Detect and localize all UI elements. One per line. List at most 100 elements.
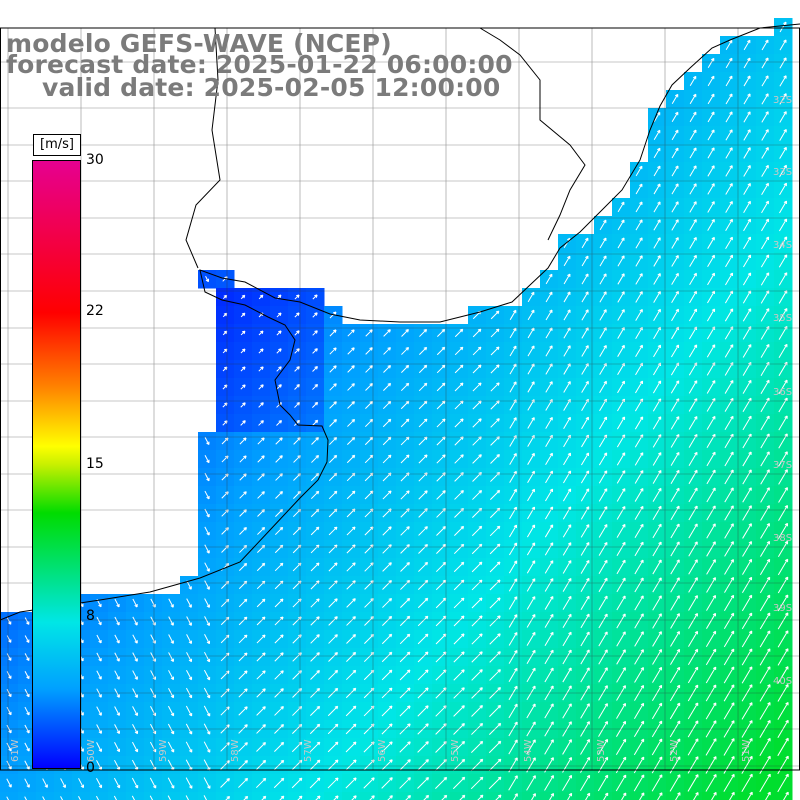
wind-arrow <box>436 346 446 356</box>
wind-arrow <box>743 182 751 195</box>
wind-arrow <box>526 667 536 683</box>
wind-arrow <box>471 597 483 609</box>
wind-arrow <box>670 416 680 430</box>
wind-arrow <box>724 433 734 449</box>
wind-arrow <box>312 383 319 390</box>
wind-cell <box>90 792 109 800</box>
wind-arrow <box>544 775 554 791</box>
wind-arrow <box>509 452 517 465</box>
wind-arrow <box>562 703 572 719</box>
wind-arrow <box>581 416 589 430</box>
wind-arrow <box>477 794 484 800</box>
wind-arrow <box>580 559 590 574</box>
wind-arrow <box>653 255 661 267</box>
wind-arrow <box>634 649 644 665</box>
wind-arrow <box>652 416 662 430</box>
wind-arrow <box>78 778 85 789</box>
wind-arrow <box>527 309 535 321</box>
wind-arrow <box>240 384 246 390</box>
wind-cell <box>756 792 775 800</box>
wind-arrow <box>225 795 231 800</box>
wind-arrow <box>363 741 375 753</box>
wind-arrow <box>759 755 771 775</box>
wind-arrow <box>616 667 626 683</box>
wind-arrow <box>778 254 788 268</box>
wind-arrow <box>60 796 64 800</box>
wind-arrow <box>185 795 190 800</box>
wind-arrow <box>616 702 627 719</box>
wind-arrow <box>489 633 501 645</box>
wind-arrow <box>471 561 483 573</box>
lat-label: 35S <box>773 313 793 324</box>
wind-arrow <box>653 165 661 177</box>
wind-arrow <box>203 669 211 681</box>
wind-arrow <box>725 236 733 250</box>
wind-arrow <box>742 308 752 322</box>
wind-arrow <box>689 129 697 141</box>
lat-label: 40S <box>773 676 793 687</box>
wind-arrow <box>472 418 482 428</box>
wind-arrow <box>203 741 211 753</box>
colorbar-unit: [m/s] <box>33 134 81 156</box>
wind-arrow <box>616 506 626 520</box>
wind-arrow <box>670 505 680 521</box>
wind-arrow <box>724 523 734 539</box>
wind-arrow <box>258 366 264 372</box>
wind-arrow <box>6 778 12 788</box>
wind-arrow <box>495 794 502 800</box>
wind-arrow <box>256 562 266 572</box>
wind-arrow <box>204 490 210 500</box>
wind-arrow <box>778 469 788 485</box>
wind-arrow <box>315 795 321 800</box>
wind-arrow <box>634 488 644 502</box>
wind-arrow <box>114 652 120 662</box>
wind-arrow <box>689 201 697 213</box>
wind-arrow <box>526 703 536 719</box>
wind-arrow <box>96 634 102 644</box>
wind-arrow <box>760 397 770 413</box>
wind-cell <box>126 792 145 800</box>
wind-arrow <box>132 741 139 753</box>
wind-arrow <box>436 454 446 464</box>
wind-arrow <box>238 777 249 788</box>
wind-arrow <box>707 93 715 105</box>
wind-arrow <box>454 382 464 392</box>
wind-arrow <box>563 452 572 466</box>
wind-arrow <box>185 741 193 753</box>
wind-arrow <box>417 776 430 789</box>
wind-arrow <box>635 344 643 358</box>
wind-arrow <box>689 254 697 267</box>
wind-arrow <box>688 630 699 647</box>
wind-arrow <box>742 415 752 431</box>
wind-arrow <box>652 666 663 683</box>
wind-cell <box>738 792 757 800</box>
wind-arrow <box>705 738 717 756</box>
wind-arrow <box>24 653 30 662</box>
wind-arrow <box>508 775 518 791</box>
wind-arrow <box>545 381 553 393</box>
wind-arrow <box>742 469 752 485</box>
wind-arrow <box>671 165 679 177</box>
wind-arrow <box>489 543 501 555</box>
wind-arrow <box>436 328 446 338</box>
wind-cell <box>612 792 631 800</box>
wind-arrow <box>240 330 246 336</box>
wind-arrow <box>639 792 645 800</box>
wind-speed-field <box>0 18 793 800</box>
lon-label: 59W <box>158 739 169 762</box>
wind-arrow <box>346 526 356 536</box>
wind-arrow <box>725 165 733 177</box>
wind-arrow <box>309 741 321 753</box>
wind-arrow <box>471 525 483 537</box>
wind-arrow <box>471 705 483 717</box>
wind-arrow <box>328 669 339 680</box>
wind-arrow <box>651 738 663 756</box>
wind-arrow <box>724 308 734 322</box>
wind-arrow <box>724 541 734 557</box>
wind-arrow <box>435 561 447 573</box>
wind-arrow <box>725 200 733 213</box>
wind-arrow <box>545 470 553 484</box>
wind-arrow <box>724 469 734 485</box>
wind-arrow <box>743 200 751 213</box>
